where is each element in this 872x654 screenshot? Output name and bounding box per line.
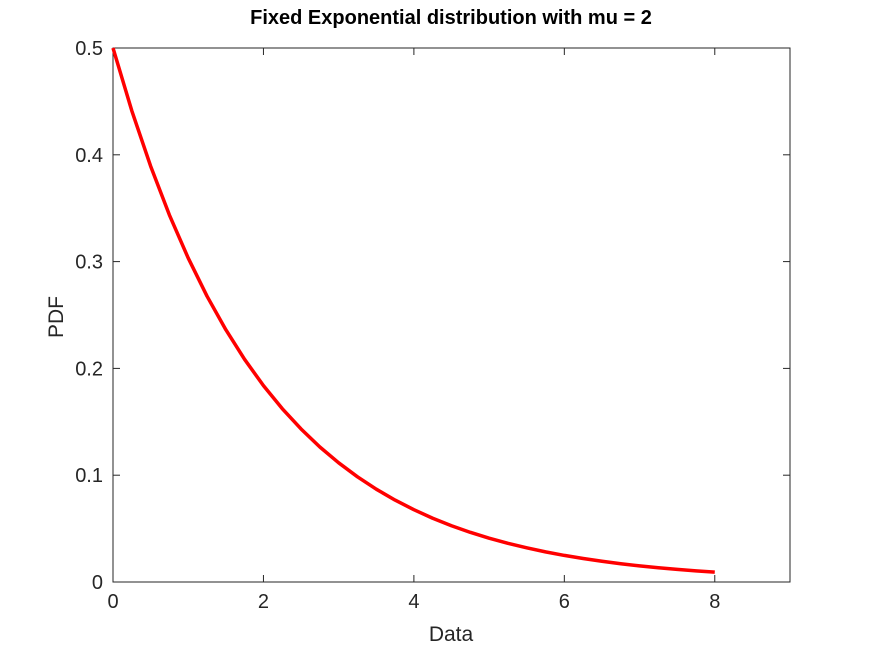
series-layer xyxy=(111,47,715,574)
y-tick-label: 0.2 xyxy=(75,358,103,380)
x-tick-label: 0 xyxy=(107,591,118,613)
axes-box xyxy=(112,47,791,583)
y-tick-label: 0.3 xyxy=(75,252,103,274)
series-line-exponential-pdf xyxy=(111,47,715,574)
x-tick-label: 2 xyxy=(258,591,269,613)
x-tick-label: 6 xyxy=(559,591,570,613)
y-tick-label: 0.1 xyxy=(75,465,103,487)
x-axis-title: Data xyxy=(429,623,474,646)
axes: 0 2 4 6 8 0 0.1 0.2 0.3 0.4 0.5 xyxy=(75,38,791,613)
x-tick-label: 4 xyxy=(408,591,419,613)
x-tick-label: 8 xyxy=(709,591,720,613)
chart-title: Fixed Exponential distribution with mu =… xyxy=(250,7,652,29)
y-tick-label: 0.5 xyxy=(75,38,103,60)
y-tick-label: 0.4 xyxy=(75,145,103,167)
y-tick-label: 0 xyxy=(92,572,103,594)
y-axis-title: PDF xyxy=(45,296,68,338)
